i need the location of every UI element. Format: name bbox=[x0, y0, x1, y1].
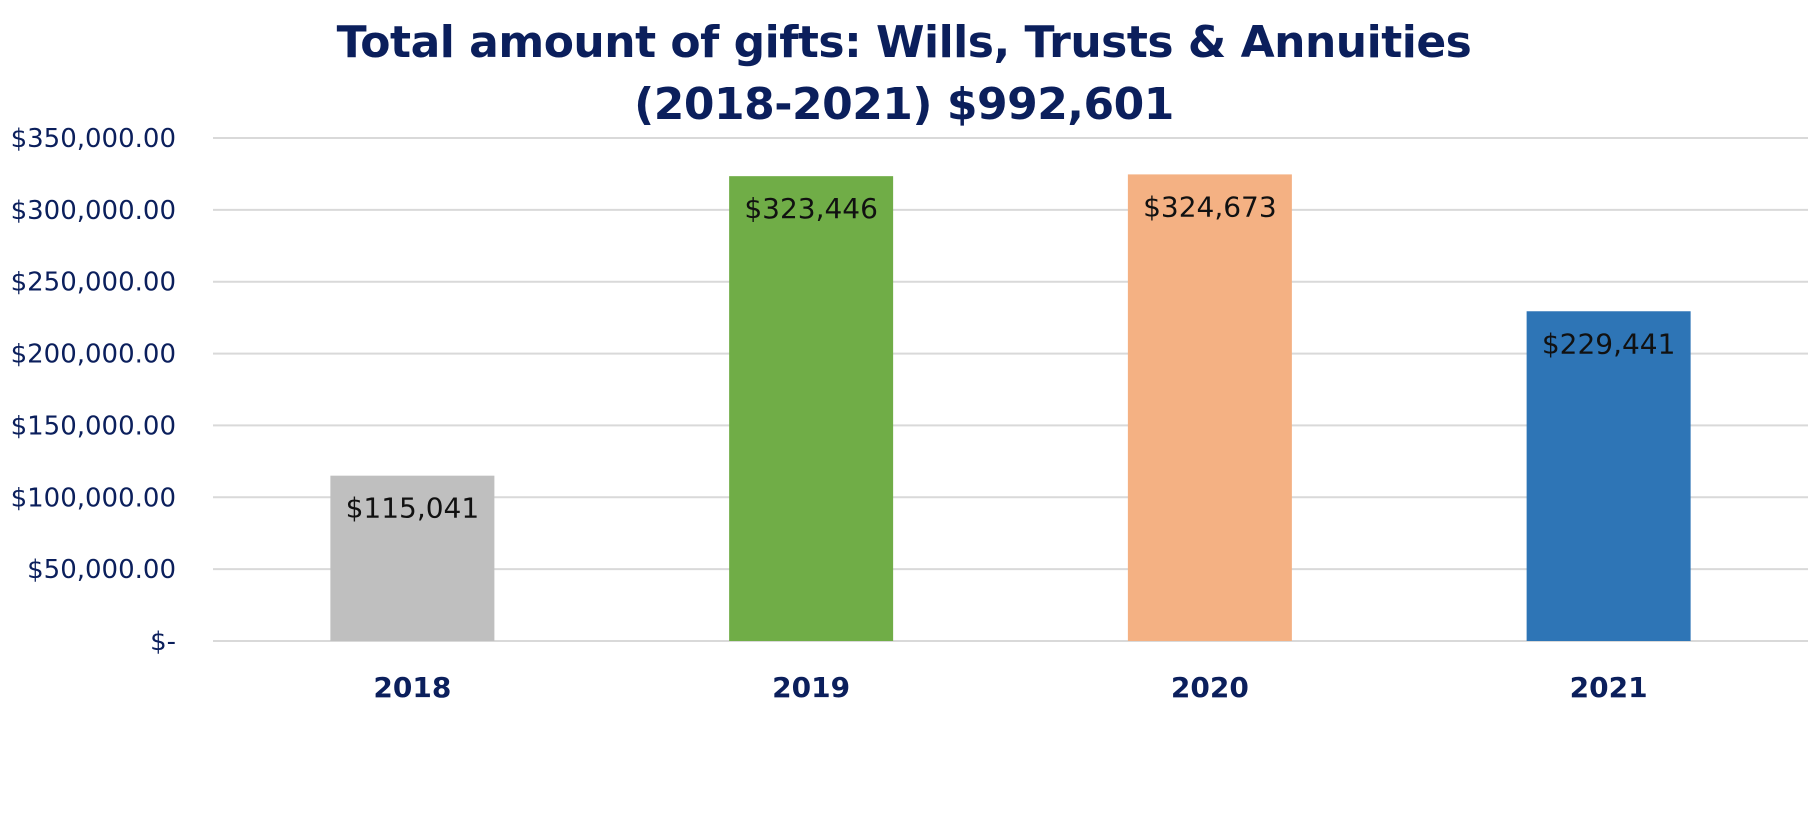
y-tick-label: $- bbox=[150, 627, 176, 657]
y-tick-label: $50,000.00 bbox=[27, 555, 176, 585]
bar-2018 bbox=[330, 475, 495, 641]
data-label-2018: $115,041 bbox=[346, 492, 480, 525]
y-tick-label: $300,000.00 bbox=[11, 196, 176, 226]
bars bbox=[330, 174, 1691, 642]
x-tick-label-2020: 2020 bbox=[1171, 671, 1249, 704]
x-tick-label-2018: 2018 bbox=[373, 671, 451, 704]
y-tick-label: $100,000.00 bbox=[11, 483, 176, 513]
bar-2020 bbox=[1127, 174, 1292, 642]
y-tick-label: $350,000.00 bbox=[11, 124, 176, 154]
y-tick-label: $200,000.00 bbox=[11, 340, 176, 370]
data-labels: $115,041 $323,446 $324,673 $229,441 bbox=[346, 190, 1676, 524]
chart-subtitle: (2018-2021) $992,601 bbox=[634, 79, 1174, 130]
y-tick-label: $250,000.00 bbox=[11, 268, 176, 298]
y-axis-ticks: $- $50,000.00 $100,000.00 $150,000.00 $200,0… bbox=[11, 124, 176, 657]
chart-title-block: Total amount of gifts: Wills, Trusts & A… bbox=[0, 12, 1808, 136]
x-axis-ticks: 2018 2019 2020 2021 bbox=[373, 671, 1647, 704]
y-tick-label: $150,000.00 bbox=[11, 411, 176, 441]
data-label-2021: $229,441 bbox=[1542, 327, 1676, 360]
chart-title: Total amount of gifts: Wills, Trusts & A… bbox=[336, 17, 1472, 68]
x-tick-label-2019: 2019 bbox=[772, 671, 850, 704]
data-label-2020: $324,673 bbox=[1143, 190, 1277, 223]
data-label-2019: $323,446 bbox=[744, 192, 878, 225]
bar-2019 bbox=[729, 176, 894, 641]
bar-2021 bbox=[1526, 311, 1691, 641]
x-tick-label-2021: 2021 bbox=[1570, 671, 1648, 704]
